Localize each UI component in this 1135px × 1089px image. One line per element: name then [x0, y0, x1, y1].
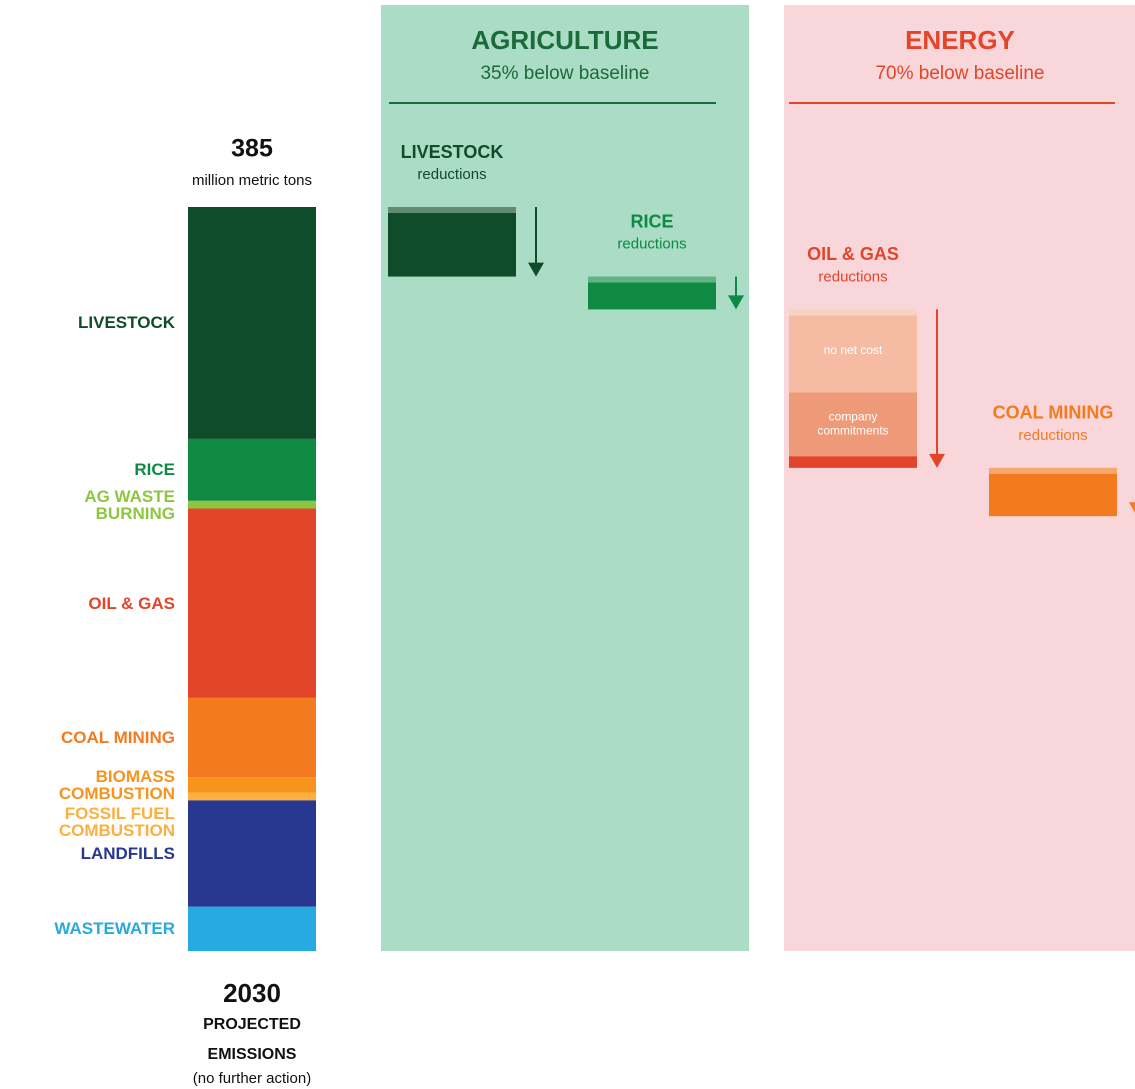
legend-label: OIL & GAS — [25, 595, 175, 612]
segment-label: no net cost — [824, 343, 883, 357]
bar-segment — [188, 800, 316, 906]
footer-text: 2030 — [223, 978, 281, 1008]
reduction-segment — [789, 456, 917, 468]
panel-subtitle: 70% below baseline — [875, 63, 1044, 84]
legend-label: FOSSIL FUEL COMBUSTION — [25, 805, 175, 839]
page: 385 million metric tons 2030 PROJECTED EMISS… — [0, 0, 1135, 1089]
reduction-sublabel: reductions — [417, 166, 486, 183]
total-unit: million metric tons — [192, 172, 312, 189]
reduction-label: RICE — [630, 211, 673, 231]
reduction-segment — [388, 207, 516, 277]
bar-segment — [188, 793, 316, 801]
reduction-segment — [989, 468, 1117, 516]
bar-segment — [188, 207, 316, 439]
footer-text: (no further action) — [193, 1070, 311, 1087]
reduction-top-strip — [388, 207, 516, 213]
panel-title: AGRICULTURE — [471, 25, 658, 55]
bar-segment — [188, 439, 316, 501]
legend-label: BIOMASS COMBUSTION — [25, 768, 175, 802]
reduction-top-strip — [588, 277, 716, 283]
bar-segment — [188, 777, 316, 792]
reduction-sublabel: reductions — [818, 268, 887, 285]
reduction-sublabel: reductions — [617, 236, 686, 253]
reduction-top-strip — [789, 309, 917, 315]
reduction-sublabel: reductions — [1018, 427, 1087, 444]
reduction-label: OIL & GAS — [807, 244, 899, 264]
total-value: 385 — [231, 135, 273, 163]
panel-subtitle: 35% below baseline — [480, 63, 649, 84]
bar-segment — [188, 501, 316, 509]
footer-text: EMISSIONS — [208, 1046, 297, 1063]
reduction-label: COAL MINING — [993, 403, 1114, 423]
footer-text: PROJECTED — [203, 1016, 301, 1033]
legend-label: AG WASTE BURNING — [25, 488, 175, 522]
legend-label: RICE — [25, 461, 175, 478]
legend-label: LIVESTOCK — [25, 314, 175, 331]
bar-segment — [188, 698, 316, 777]
reduction-label: LIVESTOCK — [401, 142, 504, 162]
panel-title: ENERGY — [905, 25, 1015, 55]
bar-segment — [188, 508, 316, 697]
legend-label: LANDFILLS — [25, 845, 175, 862]
reduction-top-strip — [989, 468, 1117, 474]
legend-label: WASTEWATER — [25, 920, 175, 937]
legend-label: COAL MINING — [25, 729, 175, 746]
bar-segment — [188, 907, 316, 951]
